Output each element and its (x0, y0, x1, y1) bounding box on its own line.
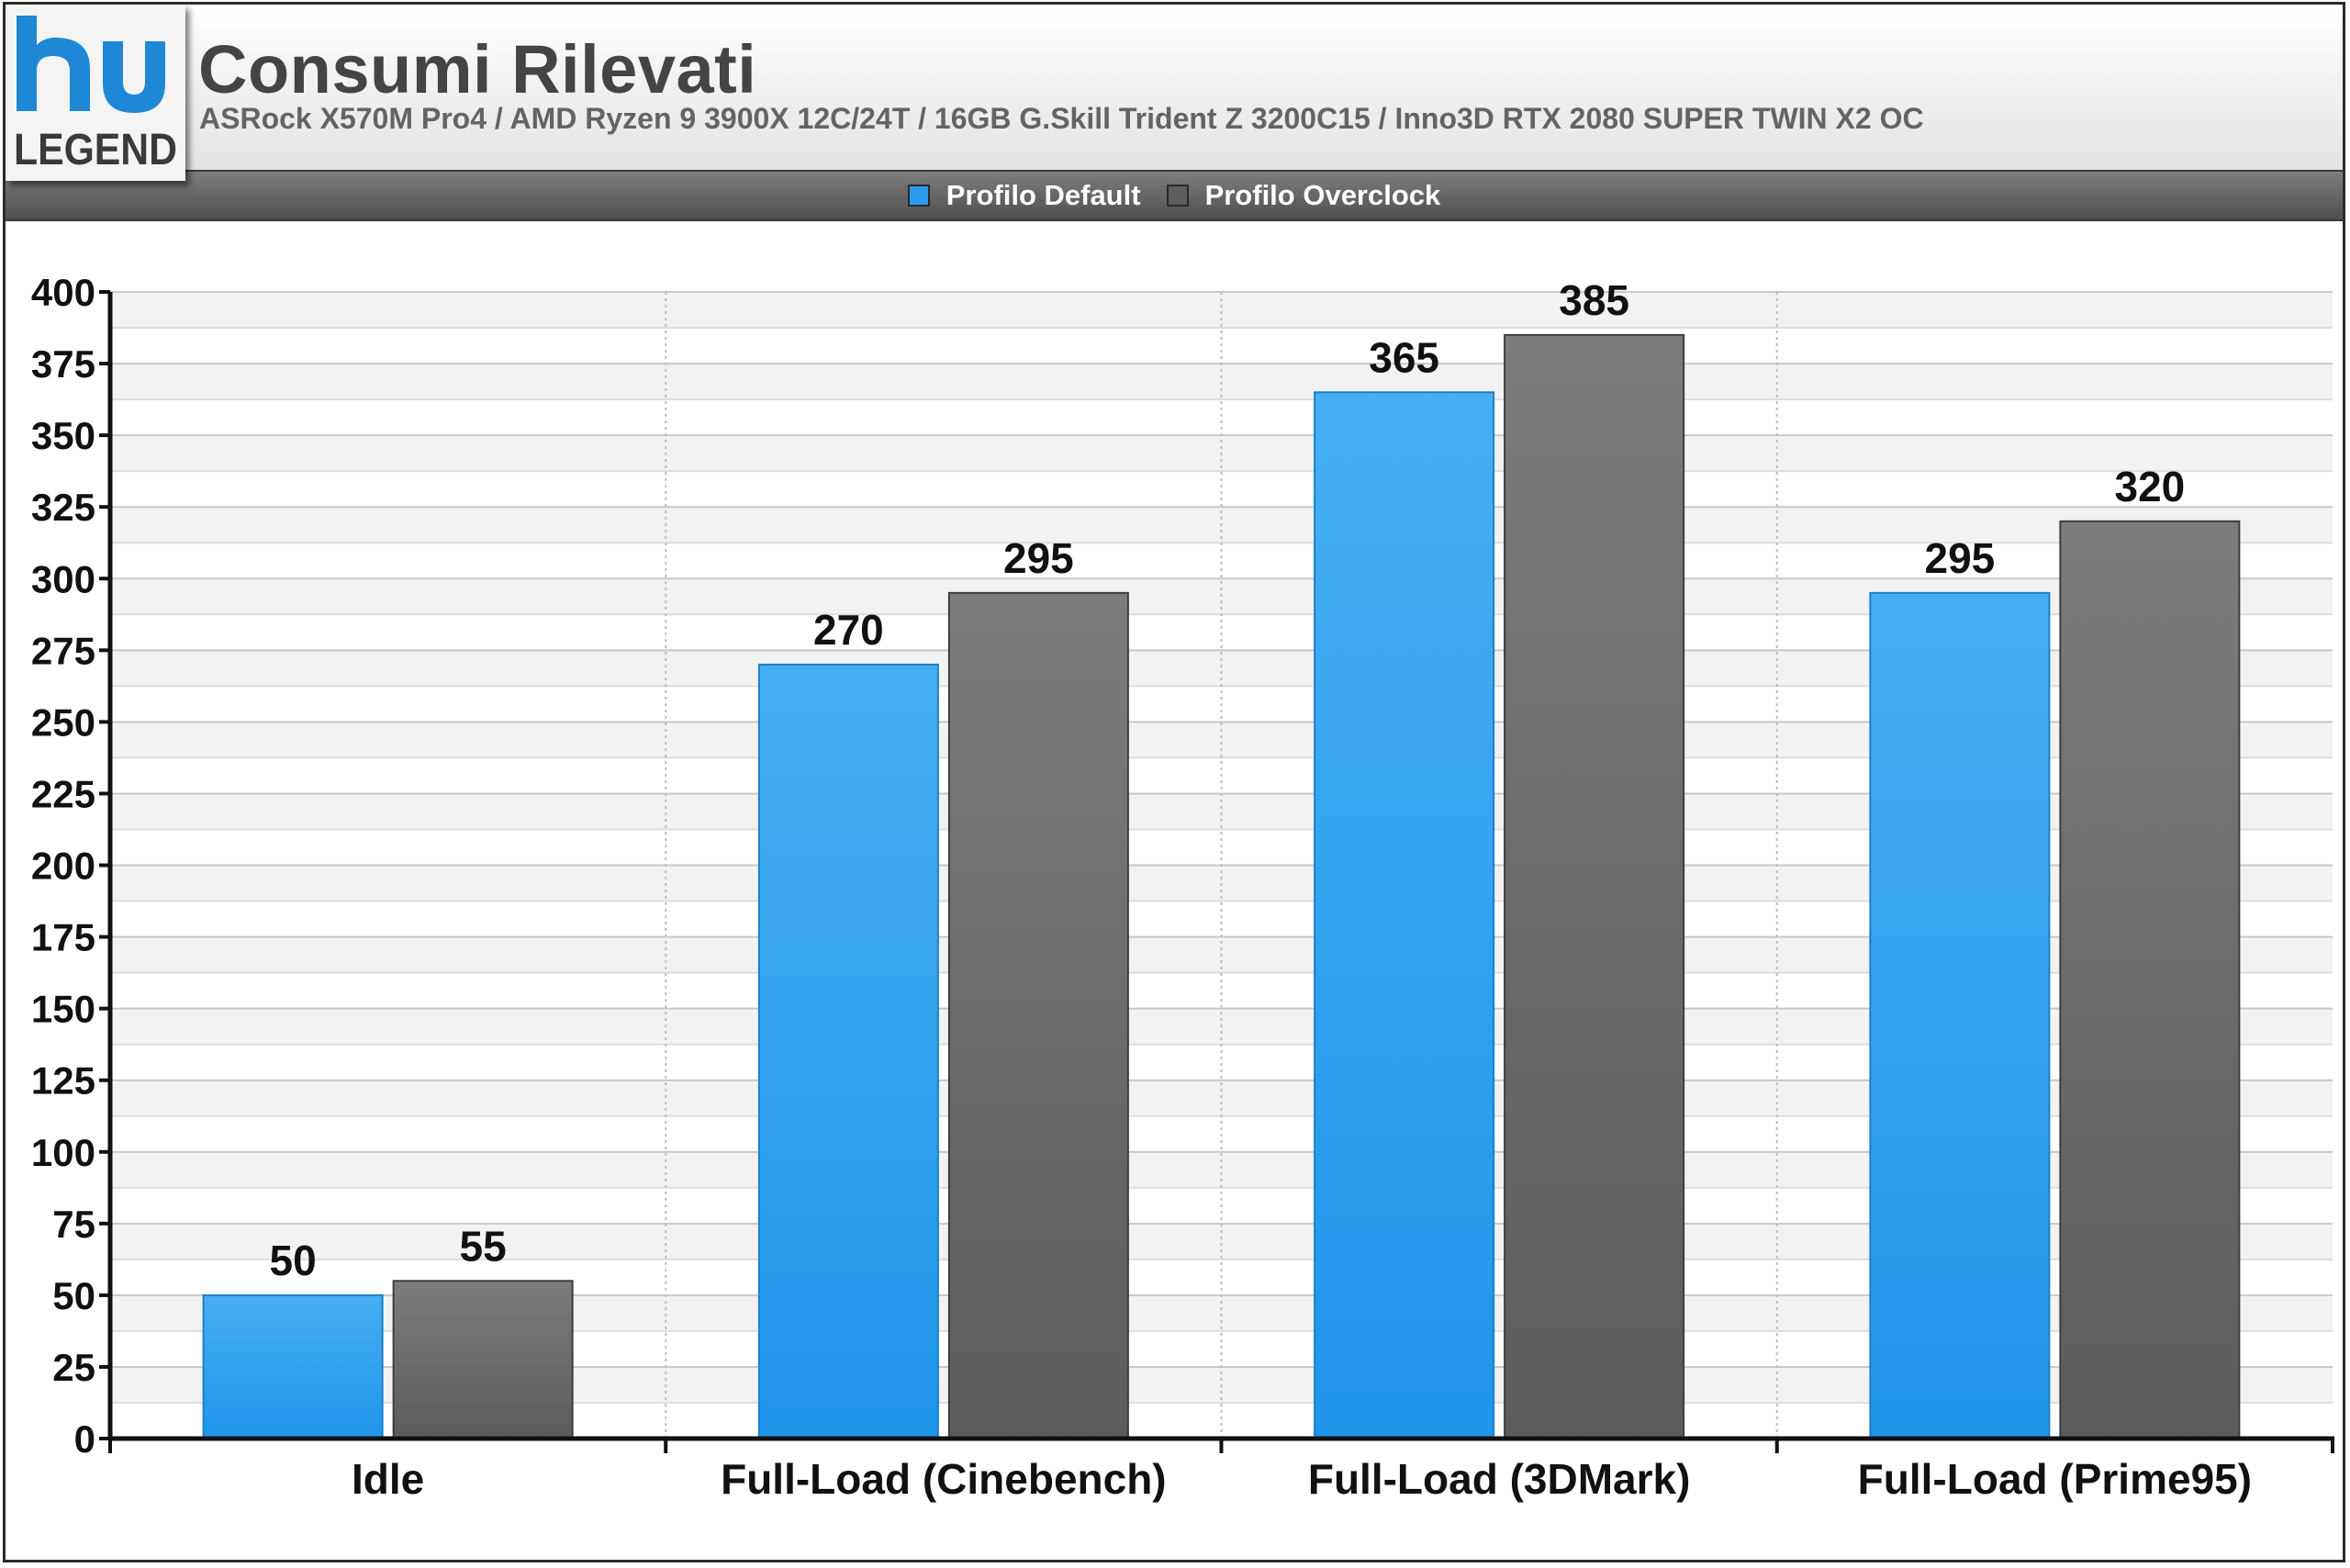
y-tick-label: 75 (52, 1203, 95, 1246)
data-label-overclock-2: 295 (1003, 534, 1074, 582)
legend-swatch-overclock (1166, 185, 1189, 207)
data-label-overclock-1: 55 (460, 1222, 507, 1270)
data-label-default-4: 295 (1925, 534, 1996, 582)
hwlegend-logo: LEGEND (6, 5, 185, 181)
bar-overclock-3 (1504, 333, 1685, 1439)
y-tick-label: 300 (31, 557, 95, 600)
legend-label-overclock: Profilo Overclock (1204, 179, 1441, 211)
chart-subtitle: ASRock X570M Pro4 / AMD Ryzen 9 3900X 12… (199, 102, 1924, 135)
x-tick-label: Full-Load (3DMark) (1308, 1455, 1691, 1503)
logo-graphic: LEGEND (6, 5, 185, 181)
y-tick-label: 150 (31, 988, 95, 1031)
y-tick-label: 50 (52, 1274, 95, 1317)
x-tick-label: Full-Load (Prime95) (1858, 1455, 2252, 1503)
labels: 50 55 Idle 270 295 Full-Load (Cinebench) 365 38… (31, 271, 2252, 1503)
legend-swatch-default (907, 185, 930, 207)
logo-text: LEGEND (14, 126, 177, 174)
data-label-default-2: 270 (813, 606, 884, 654)
axes (99, 290, 2334, 1453)
y-tick-label: 350 (31, 414, 95, 457)
y-tick-label: 25 (52, 1346, 95, 1389)
plot-band (110, 364, 2333, 400)
bar-chart: 50 55 Idle 270 295 Full-Load (Cinebench) 365 38… (31, 271, 2334, 1503)
y-tick-label: 400 (31, 271, 95, 314)
y-tick-label: 100 (31, 1131, 95, 1174)
x-tick-label: Full-Load (Cinebench) (721, 1455, 1167, 1503)
data-label-overclock-4: 320 (2115, 463, 2186, 510)
y-tick-label: 125 (31, 1059, 95, 1103)
legend: Profilo Default Profilo Overclock (6, 172, 2343, 219)
y-tick-label: 175 (31, 916, 95, 959)
chart-title: Consumi Rilevati (198, 31, 757, 107)
bar-default-1 (202, 1294, 384, 1439)
bar-default-4 (1869, 591, 2051, 1439)
data-label-overclock-3: 385 (1559, 276, 1629, 324)
y-tick-label: 325 (31, 486, 95, 529)
chart-header: LEGEND Consumi Rilevati ASRock X570M Pro… (6, 5, 2343, 181)
bar-overclock-2 (947, 591, 1129, 1439)
bars (202, 333, 2241, 1440)
bar-overclock-4 (2059, 520, 2241, 1439)
data-label-default-3: 365 (1369, 333, 1439, 381)
y-tick-label: 0 (74, 1417, 95, 1461)
y-tick-label: 275 (31, 629, 95, 672)
bar-overclock-1 (392, 1280, 574, 1439)
y-tick-label: 250 (31, 700, 95, 744)
y-tick-label: 225 (31, 772, 95, 815)
bar-default-3 (1314, 391, 1495, 1440)
legend-label-default: Profilo Default (946, 179, 1141, 211)
chart-frame: LEGEND Consumi Rilevati ASRock X570M Pro… (3, 2, 2345, 1562)
plot-band (110, 292, 2333, 329)
y-tick-label: 375 (31, 342, 95, 386)
y-tick-label: 200 (31, 845, 95, 888)
legend-bar: Profilo Default Profilo Overclock (6, 170, 2343, 221)
legend-item-default: Profilo Default (907, 179, 1141, 212)
x-tick-label: Idle (352, 1455, 424, 1503)
bar-default-2 (757, 663, 939, 1439)
data-label-default-1: 50 (270, 1237, 317, 1284)
legend-item-overclock: Profilo Overclock (1166, 179, 1441, 212)
